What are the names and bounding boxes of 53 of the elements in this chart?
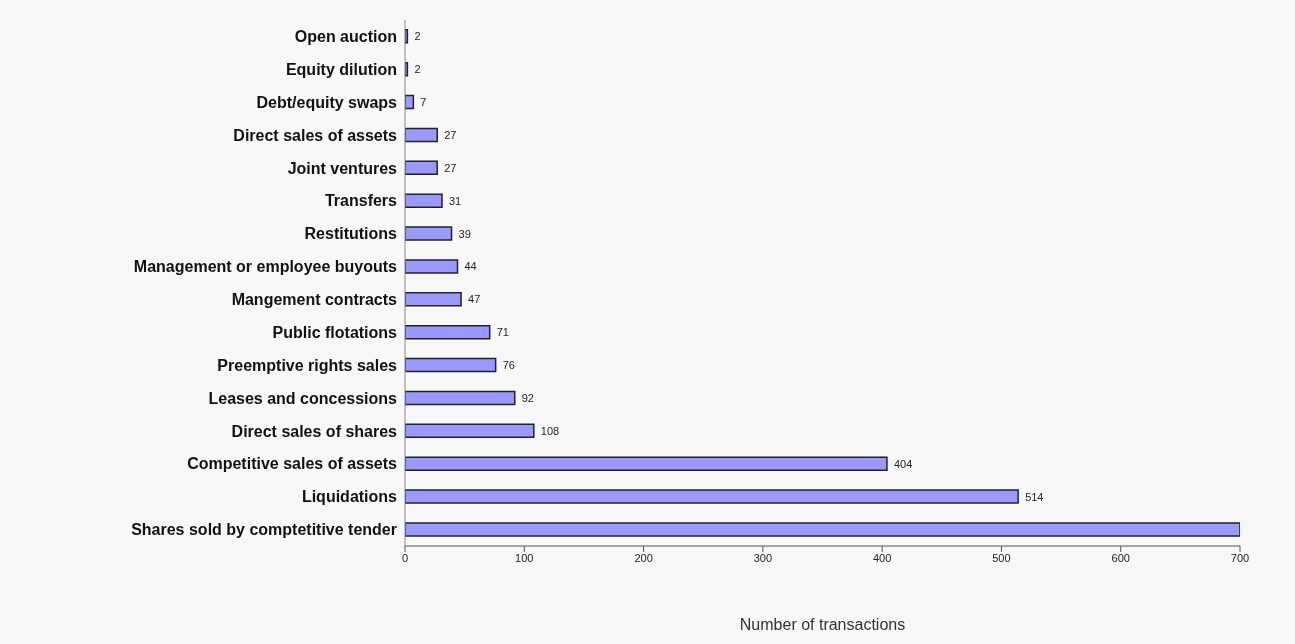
data-label: 27 — [444, 128, 457, 141]
y-tick-label: Restitutions — [304, 225, 398, 243]
y-tick-label: Direct sales of assets — [233, 126, 398, 144]
data-label: 108 — [540, 424, 560, 437]
data-label: 44 — [464, 260, 477, 273]
y-tick-label: Equity dilution — [285, 60, 397, 78]
y-tick-label: Debt/equity swaps — [256, 93, 398, 111]
bar — [405, 324, 491, 340]
data-label: 7 — [420, 96, 427, 109]
x-tick-label: 600 — [1111, 551, 1130, 564]
data-label: 27 — [444, 161, 457, 174]
data-label: 404 — [893, 457, 913, 470]
y-tick-label: Direct sales of shares — [231, 422, 398, 440]
bar — [405, 390, 516, 406]
bar — [405, 193, 443, 208]
bar — [405, 423, 535, 439]
x-tick-label: 500 — [992, 551, 1011, 564]
data-label: 92 — [521, 391, 534, 404]
bar — [405, 160, 438, 176]
x-tick-label: 100 — [515, 551, 534, 564]
data-label: 47 — [468, 293, 481, 306]
bar — [405, 259, 459, 274]
y-tick-label: Management or employee buyouts — [133, 258, 398, 276]
data-label: 514 — [1025, 490, 1044, 503]
data-label: 76 — [502, 359, 515, 372]
y-tick-label: Competitive sales of assets — [187, 455, 398, 473]
y-tick-label: Shares sold by comptetitive tender — [131, 521, 397, 539]
bar — [405, 127, 438, 143]
bar — [405, 357, 497, 373]
y-tick-label: Transfers — [324, 192, 398, 210]
x-axis-title: Number of transactions — [739, 616, 906, 633]
y-tick-label: Open auction — [294, 28, 397, 46]
y-tick-label: Joint ventures — [287, 159, 398, 177]
bar — [405, 456, 888, 471]
bar — [405, 226, 453, 241]
x-tick-label: 200 — [634, 551, 653, 564]
bar — [405, 292, 462, 307]
y-tick-label: Mangement contracts — [231, 291, 398, 309]
data-label: 31 — [448, 194, 462, 207]
x-tick-label: 700 — [1230, 551, 1250, 564]
data-label: 2 — [414, 30, 421, 43]
x-tick-label: 300 — [753, 551, 773, 564]
bar — [405, 522, 1240, 537]
y-tick-label: Leases and concessions — [208, 389, 398, 407]
data-label: 39 — [458, 227, 471, 240]
x-tick-label: 400 — [872, 551, 892, 564]
data-label: 71 — [496, 326, 509, 339]
x-tick-label: 0 — [401, 551, 409, 564]
y-tick-label: Liquidations — [301, 488, 398, 506]
data-label: 2 — [414, 63, 421, 76]
y-tick-label: Public flotations — [272, 323, 398, 341]
y-tick-label: Preemptive rights sales — [217, 356, 398, 374]
bar — [405, 489, 1019, 504]
